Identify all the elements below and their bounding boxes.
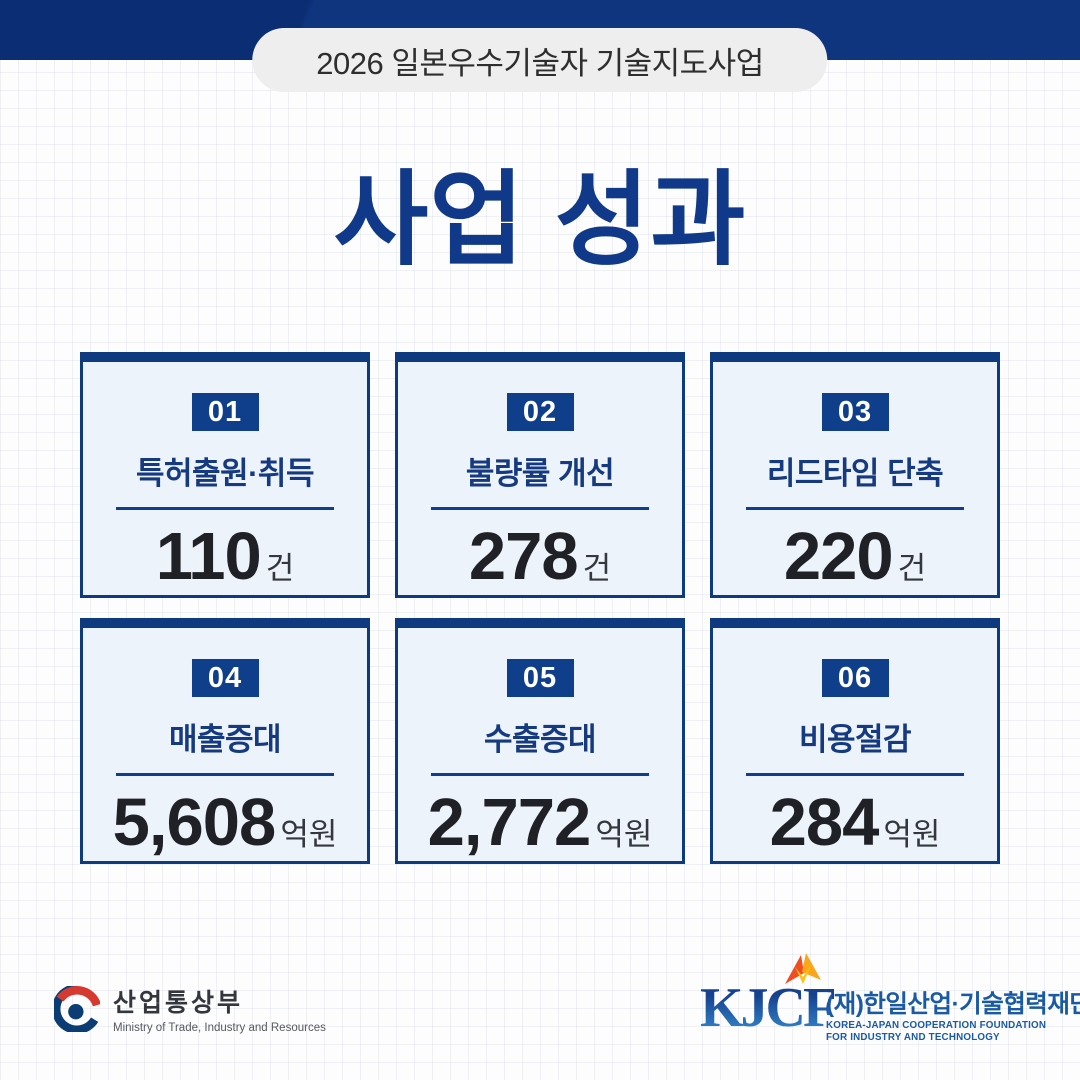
kjcf-text-block: (재)한일산업·기술협력재단 KOREA-JAPAN COOPERATION F…	[826, 956, 1080, 1044]
card-number-badge: 01	[191, 393, 259, 432]
card-number-badge: 04	[191, 659, 259, 698]
card-unit: 건	[582, 551, 612, 586]
card-divider	[746, 507, 964, 510]
stats-card-grid: 01 특허출원·취득 110 건 02 불량률 개선 278 건 03 리드타임…	[80, 352, 1000, 864]
card-divider	[116, 507, 334, 510]
card-number-badge: 05	[506, 659, 574, 698]
stat-card-sales: 04 매출증대 5,608 억원	[80, 618, 370, 864]
card-label: 수출증대	[483, 722, 597, 758]
card-label: 매출증대	[168, 722, 282, 758]
card-value: 220	[783, 519, 894, 594]
taegeuk-icon	[54, 985, 100, 1032]
card-unit: 건	[265, 551, 295, 586]
card-unit: 억원	[595, 817, 653, 852]
stat-card-patents: 01 특허출원·취득 110 건	[80, 352, 370, 598]
card-label: 불량률 개선	[465, 456, 615, 492]
ministry-subtitle: Ministry of Trade, Industry and Resource…	[113, 1022, 326, 1034]
kjcf-logomark: KJCF	[700, 953, 837, 1036]
stat-card-lead-time: 03 리드타임 단축 220 건	[710, 352, 1000, 598]
card-number-badge: 06	[821, 659, 889, 698]
card-value: 5,608	[112, 785, 277, 860]
card-divider	[431, 773, 649, 776]
butterfly-icon	[785, 953, 821, 984]
stat-card-cost-savings: 06 비용절감 284 억원	[710, 618, 1000, 864]
program-badge-label: 2026 일본우수기술자 기술지도사업	[316, 45, 764, 81]
card-value-row: 284 억원	[770, 784, 941, 861]
kjcf-logo: KJCF (재)한일산업·기술협력재단 KOREA-JAPAN COOPERAT…	[700, 953, 1080, 1044]
kjcf-acronym: KJCF	[700, 977, 837, 1040]
card-value-row: 278 건	[469, 518, 611, 595]
card-value: 110	[155, 519, 262, 594]
card-unit: 건	[897, 551, 927, 586]
card-number-badge: 03	[821, 393, 889, 432]
program-badge: 2026 일본우수기술자 기술지도사업	[252, 28, 828, 92]
card-label: 비용절감	[798, 722, 912, 758]
ministry-logo: 산업통상부 Ministry of Trade, Industry and Re…	[54, 983, 326, 1034]
card-label: 리드타임 단축	[766, 456, 944, 492]
card-value: 284	[769, 785, 880, 860]
stat-card-defect-rate: 02 불량률 개선 278 건	[395, 352, 685, 598]
kjcf-subtitle-line2: FOR INDUSTRY AND TECHNOLOGY	[826, 1031, 1000, 1043]
page-title: 사업 성과	[333, 162, 747, 277]
card-divider	[116, 773, 334, 776]
card-unit: 억원	[883, 817, 941, 852]
card-value-row: 5,608 억원	[113, 784, 338, 861]
card-number-badge: 02	[506, 393, 574, 432]
card-value: 278	[468, 519, 579, 594]
ministry-name: 산업통상부	[113, 989, 244, 1017]
card-unit: 억원	[280, 817, 338, 852]
card-value-row: 220 건	[784, 518, 926, 595]
card-value-row: 110 건	[156, 518, 295, 595]
card-label: 특허출원·취득	[136, 456, 314, 492]
stat-card-exports: 05 수출증대 2,772 억원	[395, 618, 685, 864]
card-divider	[746, 773, 964, 776]
card-value-row: 2,772 억원	[428, 784, 653, 861]
card-value: 2,772	[427, 785, 592, 860]
kjcf-subtitle-line1: KOREA-JAPAN COOPERATION FOUNDATION	[826, 1020, 1047, 1031]
kjcf-foundation-name: (재)한일산업·기술협력재단	[826, 991, 1080, 1018]
ministry-text-block: 산업통상부 Ministry of Trade, Industry and Re…	[113, 983, 326, 1034]
card-divider	[431, 507, 649, 510]
